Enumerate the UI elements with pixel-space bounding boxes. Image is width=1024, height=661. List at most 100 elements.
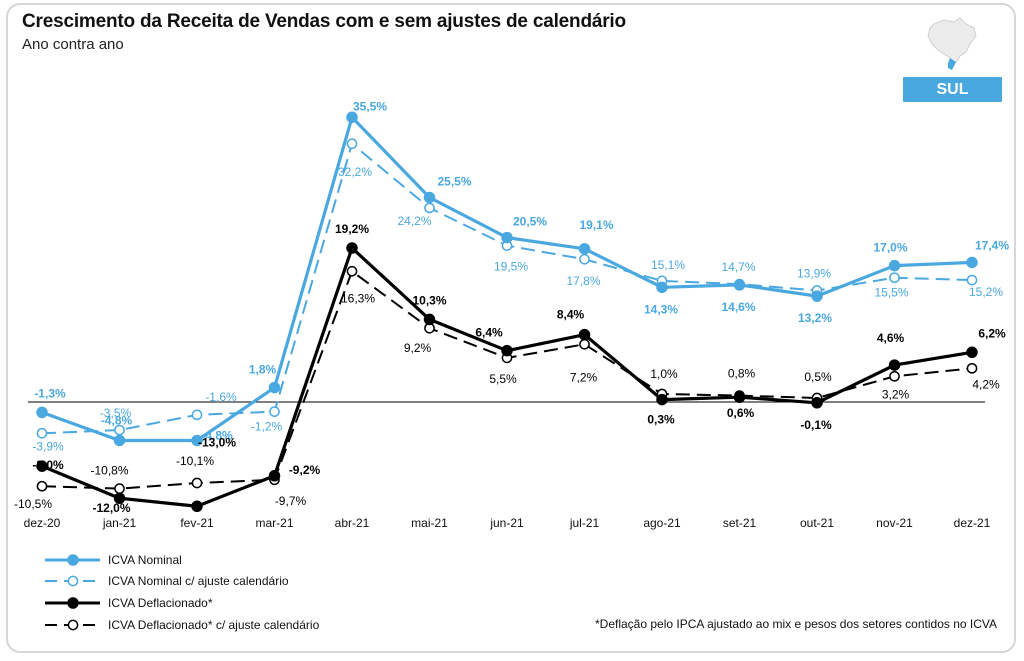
data-point: [501, 231, 513, 244]
x-tick-label: fev-21: [180, 516, 214, 530]
data-label: -8,0%: [32, 458, 64, 472]
data-point: [191, 409, 203, 421]
data-label: -10,1%: [176, 454, 214, 468]
legend-label: ICVA Deflacionado* c/ ajuste calendário: [108, 618, 320, 632]
data-point: [36, 427, 48, 439]
data-label: 0,3%: [647, 413, 675, 427]
data-label: 1,0%: [650, 367, 678, 381]
data-label: 17,4%: [975, 238, 1009, 252]
data-label: 19,5%: [494, 260, 528, 274]
brazil-map-icon: [927, 17, 977, 70]
data-label: -3,9%: [32, 439, 64, 453]
data-point: [733, 279, 746, 291]
data-point: [114, 424, 125, 436]
chart-title: Crescimento da Receita de Vendas com e s…: [22, 11, 626, 32]
region-badge: SUL: [903, 77, 1002, 102]
data-point: [811, 290, 823, 302]
data-label: -9,7%: [275, 494, 307, 508]
data-label: -3,5%: [100, 406, 132, 420]
data-label: 24,2%: [397, 214, 431, 228]
data-label: 14,3%: [644, 302, 678, 316]
data-point: [966, 346, 978, 359]
x-tick-label: dez-21: [954, 516, 991, 530]
data-point: [268, 470, 281, 482]
data-point: [501, 344, 513, 357]
data-point: [269, 406, 280, 417]
data-label: -4,8%: [101, 413, 133, 427]
legend-label: ICVA Nominal c/ ajuste calendário: [108, 574, 289, 588]
data-point: [424, 202, 435, 214]
data-point: [36, 480, 48, 492]
legend-marker: [67, 597, 79, 609]
data-point: [346, 111, 358, 124]
data-point: [888, 259, 901, 272]
data-label: 6,4%: [475, 326, 503, 340]
data-point: [656, 281, 668, 294]
data-label: 19,1%: [579, 218, 613, 232]
data-label: 0,6%: [727, 406, 755, 420]
data-point: [579, 253, 590, 265]
data-label: -10,5%: [14, 497, 52, 511]
data-label: 32,2%: [338, 165, 372, 179]
data-label: 15,2%: [969, 285, 1003, 299]
data-point: [966, 256, 978, 269]
series-line: [41, 115, 973, 443]
data-point: [191, 434, 203, 447]
data-point: [733, 391, 746, 403]
data-label: -9,2%: [289, 463, 321, 477]
data-label: 17,8%: [566, 274, 600, 288]
data-point: [811, 397, 823, 409]
data-point: [346, 138, 358, 150]
chart-subtitle: Ano contra ano: [22, 36, 124, 53]
data-point: [579, 338, 590, 350]
data-point: [268, 381, 281, 394]
data-label: 1,8%: [249, 363, 277, 377]
legend-marker: [67, 575, 79, 587]
legend-label: ICVA Nominal: [108, 553, 182, 567]
data-label: 8,4%: [557, 308, 585, 322]
data-label: -1,2%: [251, 420, 283, 434]
x-tick-label: jul-21: [569, 516, 600, 530]
data-label: 4,2%: [972, 377, 1000, 391]
data-label: 25,5%: [437, 174, 471, 188]
data-point: [191, 500, 203, 513]
data-label: -0,1%: [800, 418, 832, 432]
data-point: [888, 359, 901, 371]
x-tick-label: set-21: [723, 516, 757, 530]
data-label: 6,2%: [978, 326, 1006, 340]
data-label: 5,5%: [489, 372, 517, 386]
data-label: 20,5%: [513, 215, 547, 229]
legend-marker: [67, 554, 79, 566]
legend-marker: [67, 619, 79, 631]
data-label: 35,5%: [353, 99, 387, 113]
x-tick-label: mar-21: [255, 516, 293, 530]
data-label: 3,2%: [882, 387, 910, 401]
data-point: [889, 272, 900, 284]
x-tick-label: nov-21: [876, 516, 913, 530]
data-label: 17,0%: [873, 241, 907, 255]
data-label: 4,6%: [877, 331, 905, 345]
x-tick-label: jun-21: [489, 516, 524, 530]
data-label: -4,8%: [201, 428, 233, 442]
data-point: [423, 313, 436, 326]
data-point: [656, 393, 668, 406]
data-label: 14,6%: [721, 300, 755, 314]
data-point: [578, 328, 591, 341]
x-tick-label: dez-20: [24, 516, 61, 530]
data-label: -1,3%: [34, 386, 66, 400]
data-label: 0,5%: [804, 370, 832, 384]
data-label: -10,8%: [90, 464, 128, 478]
data-label: 16,3%: [341, 291, 375, 305]
data-point: [36, 460, 48, 472]
legend-label: ICVA Deflacionado*: [108, 596, 213, 610]
data-point: [346, 265, 358, 277]
data-point: [578, 243, 591, 255]
x-tick-label: mai-21: [411, 516, 448, 530]
data-label: 13,9%: [797, 267, 831, 281]
data-point: [966, 274, 978, 286]
data-label: -12,0%: [92, 501, 130, 515]
x-tick-label: ago-21: [643, 516, 681, 530]
data-point: [191, 477, 203, 489]
data-point: [346, 242, 358, 254]
data-point: [966, 362, 978, 374]
